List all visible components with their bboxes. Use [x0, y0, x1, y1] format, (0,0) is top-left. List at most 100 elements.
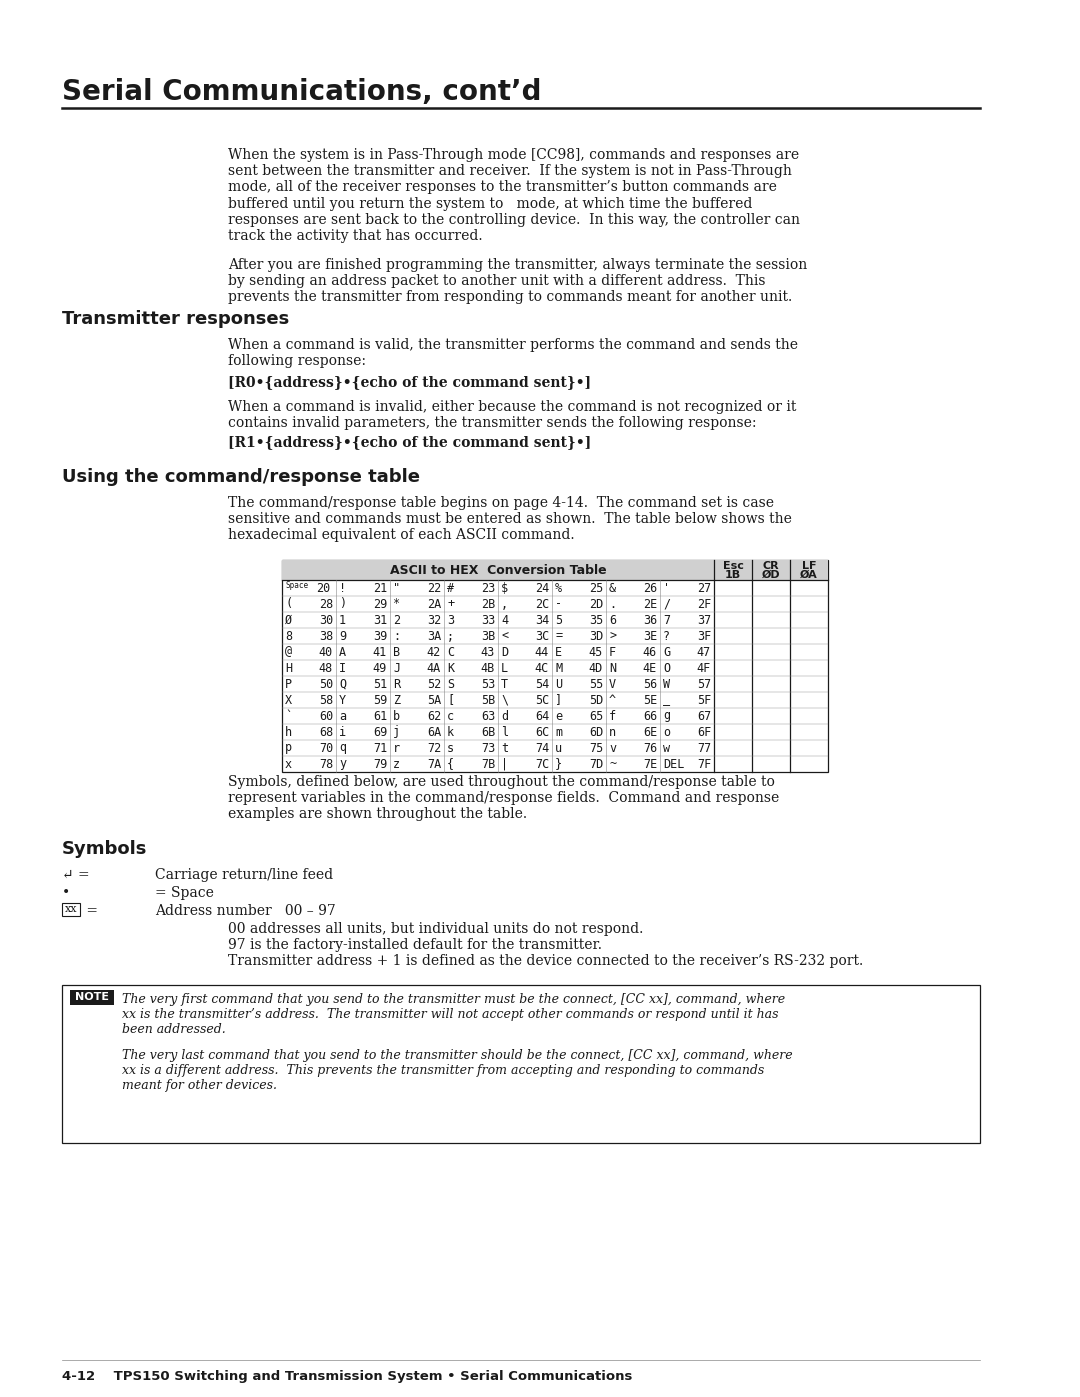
Text: 6B: 6B	[481, 725, 495, 739]
Text: 7E: 7E	[643, 757, 657, 771]
Text: L: L	[501, 662, 508, 675]
Text: 37: 37	[697, 613, 711, 626]
Text: 79: 79	[373, 757, 387, 771]
Text: 53: 53	[481, 678, 495, 690]
Text: 25: 25	[589, 581, 603, 595]
Text: 1B: 1B	[725, 570, 741, 580]
Text: m: m	[555, 725, 562, 739]
Text: k: k	[447, 725, 454, 739]
Text: 52: 52	[427, 678, 441, 690]
Text: When a command is valid, the transmitter performs the command and sends the
foll: When a command is valid, the transmitter…	[228, 338, 798, 369]
Text: \: \	[501, 693, 508, 707]
Text: S: S	[447, 678, 454, 690]
Text: 20: 20	[315, 581, 330, 595]
Text: ↵ =: ↵ =	[62, 868, 90, 882]
Text: ^: ^	[609, 693, 616, 707]
Text: .: .	[609, 598, 616, 610]
Text: =: =	[82, 904, 98, 918]
Text: 62: 62	[427, 710, 441, 722]
Text: LF: LF	[801, 560, 816, 570]
Text: q: q	[339, 742, 346, 754]
Text: 44: 44	[535, 645, 549, 658]
Text: 5: 5	[555, 613, 562, 626]
Text: 57: 57	[697, 678, 711, 690]
Text: 38: 38	[319, 630, 333, 643]
Text: D: D	[501, 645, 508, 658]
Text: K: K	[447, 662, 454, 675]
Text: J: J	[393, 662, 400, 675]
Text: 30: 30	[319, 613, 333, 626]
Text: Q: Q	[339, 678, 346, 690]
Text: 50: 50	[319, 678, 333, 690]
Text: 74: 74	[535, 742, 549, 754]
Text: 75: 75	[589, 742, 603, 754]
Text: 7C: 7C	[535, 757, 549, 771]
Text: Space: Space	[285, 581, 308, 590]
Text: 4B: 4B	[481, 662, 495, 675]
Text: T: T	[501, 678, 508, 690]
Text: W: W	[663, 678, 670, 690]
Text: A: A	[339, 645, 346, 658]
Text: 4: 4	[501, 613, 508, 626]
Text: 5D: 5D	[589, 693, 603, 707]
Text: w: w	[663, 742, 670, 754]
Text: f: f	[609, 710, 616, 722]
Text: 71: 71	[373, 742, 387, 754]
Text: 5B: 5B	[481, 693, 495, 707]
Text: 45: 45	[589, 645, 603, 658]
Text: 51: 51	[373, 678, 387, 690]
Text: 47: 47	[697, 645, 711, 658]
Text: 64: 64	[535, 710, 549, 722]
Text: n: n	[609, 725, 616, 739]
Text: }: }	[555, 757, 562, 771]
Text: 24: 24	[535, 581, 549, 595]
Text: 2A: 2A	[427, 598, 441, 610]
Text: 6D: 6D	[589, 725, 603, 739]
Text: 69: 69	[373, 725, 387, 739]
Text: 2B: 2B	[481, 598, 495, 610]
Bar	[62, 985, 980, 1143]
Text: The very first command that you send to the transmitter must be the connect, [CC: The very first command that you send to …	[122, 993, 785, 1037]
Text: _: _	[663, 693, 670, 707]
Text: 6E: 6E	[643, 725, 657, 739]
Text: 3D: 3D	[589, 630, 603, 643]
Text: C: C	[447, 645, 454, 658]
Text: 5F: 5F	[697, 693, 711, 707]
Text: :: :	[393, 630, 400, 643]
Text: U: U	[555, 678, 562, 690]
Text: E: E	[555, 645, 562, 658]
Text: Ø: Ø	[285, 613, 292, 626]
Text: o: o	[663, 725, 670, 739]
Text: V: V	[609, 678, 616, 690]
Text: 5A: 5A	[427, 693, 441, 707]
Text: 2F: 2F	[697, 598, 711, 610]
Text: 4F: 4F	[697, 662, 711, 675]
Text: 3E: 3E	[643, 630, 657, 643]
Text: 29: 29	[373, 598, 387, 610]
Text: I: I	[339, 662, 346, 675]
Text: •: •	[62, 886, 70, 900]
Text: u: u	[555, 742, 562, 754]
Text: 58: 58	[319, 693, 333, 707]
Bar	[282, 560, 828, 773]
Text: 5E: 5E	[643, 693, 657, 707]
Text: ': '	[663, 581, 670, 595]
Text: 33: 33	[481, 613, 495, 626]
Text: B: B	[393, 645, 400, 658]
Text: h: h	[285, 725, 292, 739]
Text: 8: 8	[285, 630, 292, 643]
Text: 00 addresses all units, but individual units do not respond.: 00 addresses all units, but individual u…	[228, 922, 644, 936]
Text: X: X	[285, 693, 292, 707]
Bar	[70, 990, 114, 1004]
Text: 7B: 7B	[481, 757, 495, 771]
Text: P: P	[285, 678, 292, 690]
Text: xx: xx	[65, 904, 78, 914]
Text: Transmitter address + 1 is defined as the device connected to the receiver’s RS-: Transmitter address + 1 is defined as th…	[228, 954, 863, 968]
Text: 66: 66	[643, 710, 657, 722]
Text: 78: 78	[319, 757, 333, 771]
Text: 4E: 4E	[643, 662, 657, 675]
Text: 2: 2	[393, 613, 400, 626]
Text: 60: 60	[319, 710, 333, 722]
Text: 76: 76	[643, 742, 657, 754]
Text: = Space: = Space	[156, 886, 214, 900]
